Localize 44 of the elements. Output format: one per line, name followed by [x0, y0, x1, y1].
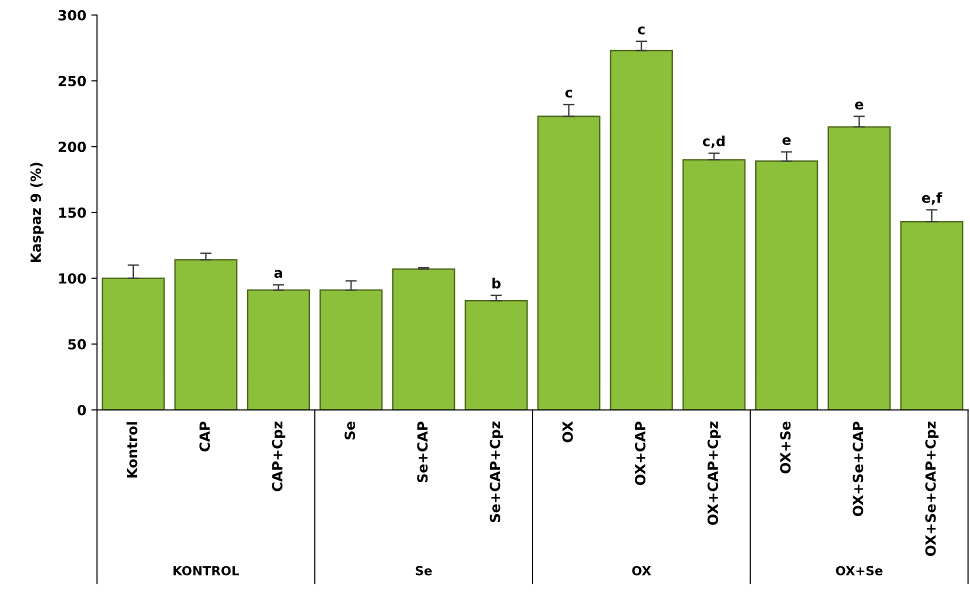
- bar: [392, 268, 456, 410]
- bar: [828, 126, 891, 410]
- text: OX+Se: [836, 566, 882, 576]
- x-tick-label: Kontrol: [126, 422, 138, 478]
- annotation: e: [855, 102, 864, 110]
- bar: [682, 159, 746, 410]
- x-tick-label: OX+Se: [780, 422, 791, 474]
- x-tick-label: CAP: [199, 422, 210, 452]
- x-tick-label: OX+CAP: [634, 422, 646, 486]
- x-tick-label: OX+Se+CAP+Cpz: [925, 422, 938, 556]
- x-tick-label: OX+Se+CAP: [852, 422, 864, 516]
- x-tick-label: Se+CAP+Cpz: [490, 422, 503, 522]
- x-tick-label: CAP+Cpz: [272, 422, 286, 492]
- bar: [320, 289, 383, 410]
- y-tick-label: 250: [58, 76, 86, 86]
- x-tick-label: Se: [344, 422, 356, 440]
- x-tick-label: OX+CAP+Cpz: [708, 422, 721, 525]
- annotation: e: [782, 137, 791, 146]
- x-tick-label: Se+CAP: [417, 422, 428, 482]
- annotation: a: [274, 270, 282, 278]
- bar: [537, 116, 600, 410]
- bar: [755, 160, 818, 410]
- text: KONTROL: [174, 566, 240, 576]
- x-tick-label: OX: [562, 421, 573, 442]
- y-tick-label: 50: [68, 339, 86, 350]
- bar: [610, 50, 673, 410]
- y-tick-label: 100: [59, 273, 86, 284]
- y-axis-title: Kaspaz 9 (%): [30, 162, 44, 262]
- text: OX: [632, 566, 652, 576]
- annotation: e,f: [922, 192, 942, 205]
- bar: [246, 289, 310, 410]
- annotation: c: [638, 26, 645, 34]
- bar: [174, 259, 238, 410]
- annotation: c,d: [702, 136, 725, 148]
- y-tick-label: 150: [59, 207, 86, 218]
- text: Se: [416, 566, 432, 576]
- y-tick-label: 300: [58, 10, 86, 20]
- bar: [900, 220, 964, 410]
- annotation: b: [492, 278, 501, 289]
- y-tick-label: 0: [78, 404, 86, 416]
- bar: [102, 278, 165, 410]
- y-tick-label: 200: [58, 142, 86, 152]
- annotation: c: [565, 90, 572, 98]
- bar: [464, 300, 528, 410]
